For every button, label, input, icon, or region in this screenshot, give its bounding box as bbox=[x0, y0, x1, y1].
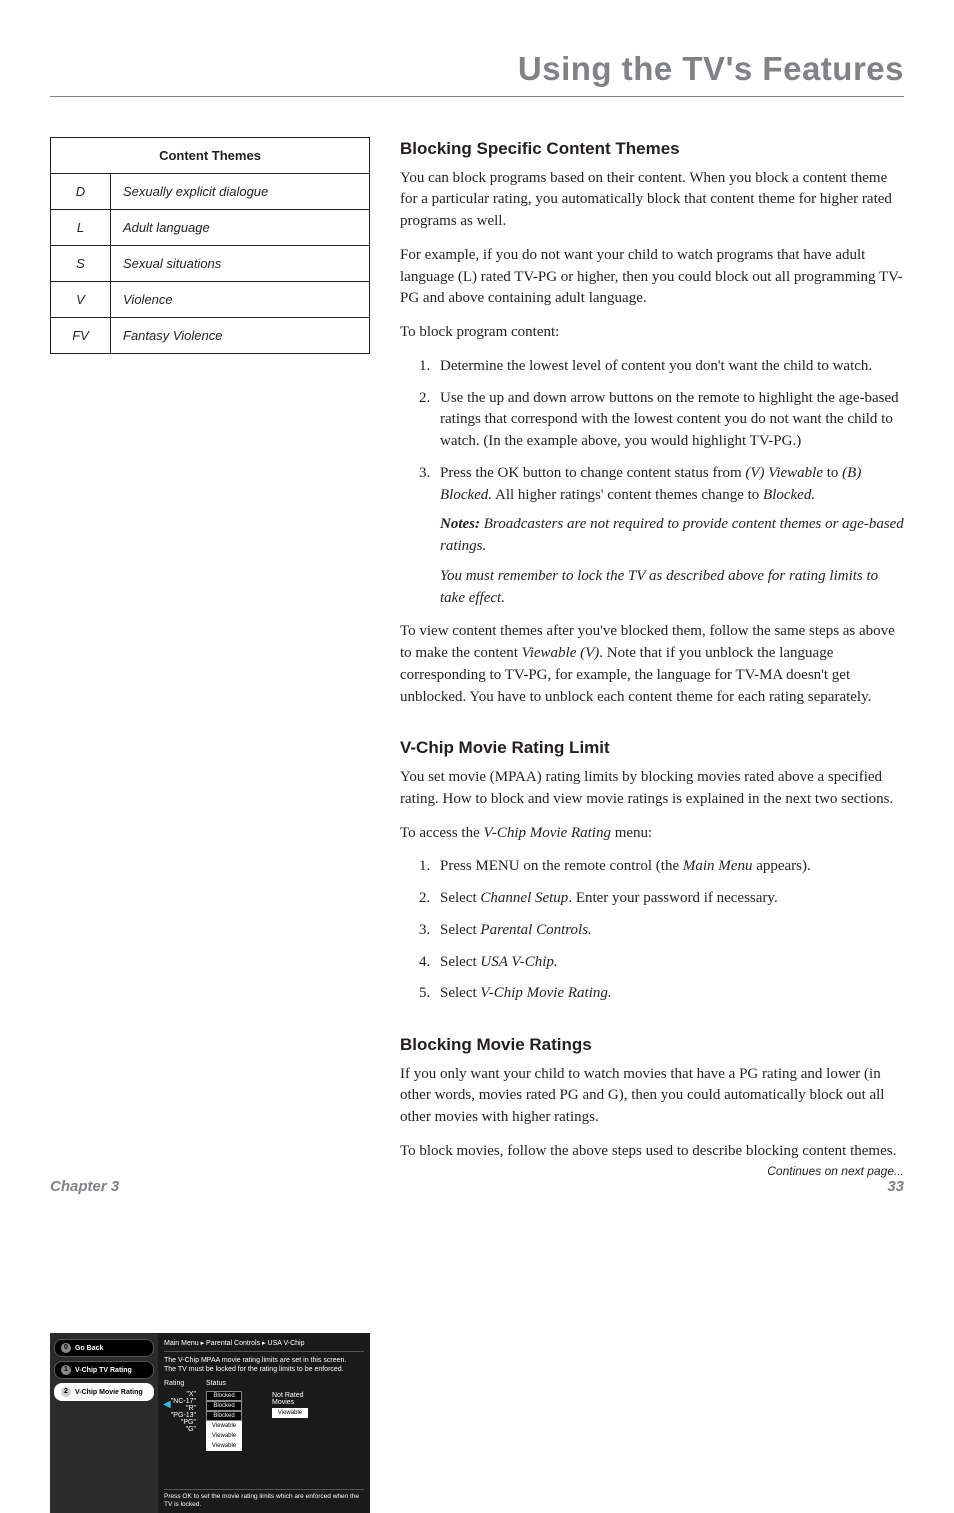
tv-arrow-icon: ◀ bbox=[163, 1399, 171, 1410]
notes-block: Notes: Broadcasters are not required to … bbox=[440, 514, 904, 609]
tv-not-rated-block: Not Rated Movies Viewable bbox=[272, 1380, 308, 1489]
tv-footer-hint: Press OK to set the movie rating limits … bbox=[164, 1489, 364, 1509]
list-item: Use the up and down arrow buttons on the… bbox=[434, 388, 904, 453]
list-item: Determine the lowest level of content yo… bbox=[434, 356, 904, 378]
right-column: Blocking Specific Content Themes You can… bbox=[400, 137, 904, 1180]
list-item: Press MENU on the remote control (the Ma… bbox=[434, 856, 904, 878]
table-row: LAdult language bbox=[51, 210, 370, 246]
body-text: For example, if you do not want your chi… bbox=[400, 245, 904, 310]
body-text: You can block programs based on their co… bbox=[400, 168, 904, 233]
tv-sidebar: 0 Go Back 1 V-Chip TV Rating 2 V-Chip Mo… bbox=[50, 1333, 158, 1513]
body-text: To block program content: bbox=[400, 322, 904, 344]
themes-table-title: Content Themes bbox=[51, 138, 370, 174]
left-column: Content Themes DSexually explicit dialog… bbox=[50, 137, 370, 1180]
page-number: 33 bbox=[887, 1178, 904, 1195]
content-wrap: Content Themes DSexually explicit dialog… bbox=[50, 137, 904, 1180]
table-row: VViolence bbox=[51, 282, 370, 318]
list-item: Select Parental Controls. bbox=[434, 920, 904, 942]
tv-menu-tv-rating: 1 V-Chip TV Rating bbox=[54, 1361, 154, 1379]
table-row: SSexual situations bbox=[51, 246, 370, 282]
body-text: To access the V-Chip Movie Rating menu: bbox=[400, 823, 904, 845]
content-themes-table: Content Themes DSexually explicit dialog… bbox=[50, 137, 370, 354]
body-text: You set movie (MPAA) rating limits by bl… bbox=[400, 767, 904, 811]
tv-rating-grid: Rating "X" "NC-17" "R" "PG-13" "PG" "G" … bbox=[164, 1380, 364, 1489]
body-text: If you only want your child to watch mov… bbox=[400, 1064, 904, 1129]
table-row: FVFantasy Violence bbox=[51, 318, 370, 354]
tv-breadcrumb: Main Menu ▸ Parental Controls ▸ USA V-Ch… bbox=[164, 1337, 364, 1352]
list-item: Select USA V-Chip. bbox=[434, 952, 904, 974]
body-text: To block movies, follow the above steps … bbox=[400, 1141, 904, 1163]
section-heading-vchip-movie: V-Chip Movie Rating Limit bbox=[400, 736, 904, 761]
section-heading-blocking-movies: Blocking Movie Ratings bbox=[400, 1033, 904, 1058]
steps-list: Press MENU on the remote control (the Ma… bbox=[400, 856, 904, 1005]
page-footer: Chapter 3 33 bbox=[50, 1178, 904, 1195]
body-text: To view content themes after you've bloc… bbox=[400, 621, 904, 708]
tv-description: The V-Chip MPAA movie rating limits are … bbox=[164, 1356, 364, 1374]
tv-main-panel: Main Menu ▸ Parental Controls ▸ USA V-Ch… bbox=[158, 1333, 370, 1513]
tv-menu-screenshot: 0 Go Back 1 V-Chip TV Rating 2 V-Chip Mo… bbox=[50, 1333, 370, 1513]
chapter-label: Chapter 3 bbox=[50, 1178, 119, 1195]
page-header: Using the TV's Features bbox=[50, 50, 904, 97]
section-heading-blocking-themes: Blocking Specific Content Themes bbox=[400, 137, 904, 162]
steps-list: Determine the lowest level of content yo… bbox=[400, 356, 904, 610]
tv-menu-movie-rating: 2 V-Chip Movie Rating bbox=[54, 1383, 154, 1401]
tv-menu-go-back: 0 Go Back bbox=[54, 1339, 154, 1357]
list-item: Select Channel Setup. Enter your passwor… bbox=[434, 888, 904, 910]
list-item: Press the OK button to change content st… bbox=[434, 463, 904, 610]
list-item: Select V-Chip Movie Rating. bbox=[434, 983, 904, 1005]
table-row: DSexually explicit dialogue bbox=[51, 174, 370, 210]
